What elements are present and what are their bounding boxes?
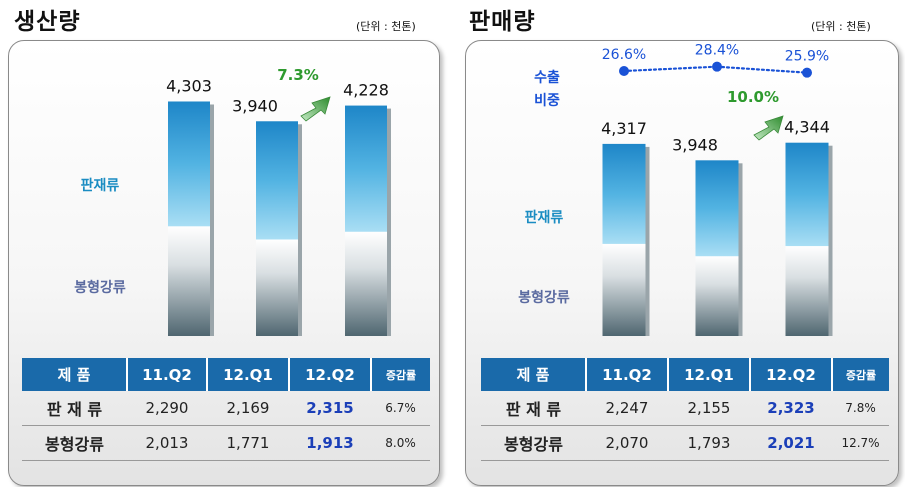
bar-shadow xyxy=(738,163,743,336)
export-share-line xyxy=(622,65,719,73)
table-header-row: 제 품 11.Q2 12.Q1 12.Q2 증감률 xyxy=(481,358,889,391)
production-panel: 생산량 (단위 : 천톤) 판재류 봉형강류 4,303 3,940 4,228 7… xyxy=(0,0,450,487)
bar-segment-bar-steel xyxy=(785,246,829,336)
cell-value: 2,290 xyxy=(127,391,207,426)
export-share-point xyxy=(712,61,722,72)
bar-total-label: 4,228 xyxy=(343,81,389,100)
bar-total-label: 3,940 xyxy=(232,96,278,115)
table-header-row: 제 품 11.Q2 12.Q1 12.Q2 증감률 xyxy=(22,358,430,391)
cell-value: 2,070 xyxy=(586,425,668,461)
header-col-2: 12.Q1 xyxy=(668,358,751,391)
bar-total-label: 4,317 xyxy=(601,119,647,138)
bar-segment-plate xyxy=(168,101,210,227)
bar-segment-plate xyxy=(345,105,387,232)
legend-plate-label: 판재류 xyxy=(81,178,120,194)
export-share-value: 26.6% xyxy=(602,47,646,63)
bar-segment-bar-steel xyxy=(256,239,298,336)
cell-value-highlight: 1,913 xyxy=(289,425,371,461)
cell-value: 2,155 xyxy=(668,391,750,426)
header-col-3: 12.Q2 xyxy=(289,358,372,391)
production-unit: (단위 : 천톤) xyxy=(356,20,416,33)
cell-change: 8.0% xyxy=(371,425,430,461)
bar-shadow xyxy=(645,146,650,336)
export-share-point xyxy=(802,67,812,78)
growth-label: 7.3% xyxy=(277,66,319,84)
production-chart: 판재류 봉형강류 4,303 3,940 4,228 7.3% xyxy=(74,66,391,337)
cell-value: 1,771 xyxy=(207,425,289,461)
cell-change: 12.7% xyxy=(832,425,889,461)
product-name: 봉형강류 xyxy=(22,425,127,461)
legend-bar-label: 봉형강류 xyxy=(518,289,570,306)
cell-value-highlight: 2,323 xyxy=(750,391,832,426)
sales-panel: 판매량 (단위 : 천톤) 수출 비중 판재류 봉형강류 26.6% 28.4% 2… xyxy=(455,0,905,487)
export-share-label: 비중 xyxy=(534,93,560,109)
product-name: 판 재 류 xyxy=(481,391,586,426)
header-col-3: 12.Q2 xyxy=(750,358,833,391)
header-col-2: 12.Q1 xyxy=(207,358,290,391)
production-title: 생산량 xyxy=(14,9,81,35)
sales-title: 판매량 xyxy=(469,9,536,35)
bar-shadow xyxy=(828,145,833,336)
export-share-line xyxy=(715,65,809,74)
bar-total-label: 3,948 xyxy=(672,135,718,154)
table-row: 판 재 류 2,247 2,155 2,323 7.8% xyxy=(481,391,889,426)
growth-arrow xyxy=(300,96,331,122)
table-row: 봉형강류 2,070 1,793 2,021 12.7% xyxy=(481,425,889,461)
production-table: 제 품 11.Q2 12.Q1 12.Q2 증감률 판 재 류 2,290 2,… xyxy=(22,358,430,461)
sales-unit: (단위 : 천톤) xyxy=(811,20,871,33)
header-col-1: 11.Q2 xyxy=(586,358,669,391)
cell-value: 1,793 xyxy=(668,425,750,461)
sales-chart: 수출 비중 판재류 봉형강류 26.6% 28.4% 25.9% 4,317 3,94… xyxy=(518,43,833,336)
export-share-value: 25.9% xyxy=(785,49,829,65)
legend-plate-label: 판재류 xyxy=(525,210,564,226)
bar-segment-bar-steel xyxy=(602,243,646,336)
header-product: 제 품 xyxy=(481,358,587,391)
export-share-point xyxy=(619,66,629,76)
table-row: 봉형강류 2,013 1,771 1,913 8.0% xyxy=(22,425,430,461)
growth-arrow xyxy=(753,115,784,141)
cell-value: 2,013 xyxy=(127,425,207,461)
bar-shadow xyxy=(387,108,391,336)
cell-change: 6.7% xyxy=(371,391,430,426)
bar-shadow xyxy=(298,124,302,337)
product-name: 판 재 류 xyxy=(22,391,127,426)
growth-label: 10.0% xyxy=(727,88,779,106)
bar-shadow xyxy=(210,104,214,336)
header-col-1: 11.Q2 xyxy=(127,358,208,391)
table-row: 판 재 류 2,290 2,169 2,315 6.7% xyxy=(22,391,430,426)
header-product: 제 품 xyxy=(22,358,128,391)
cell-value: 2,169 xyxy=(207,391,289,426)
cell-value-highlight: 2,315 xyxy=(289,391,371,426)
product-name: 봉형강류 xyxy=(481,425,586,461)
bar-segment-bar-steel xyxy=(168,226,210,336)
sales-table: 제 품 11.Q2 12.Q1 12.Q2 증감률 판 재 류 2,247 2,… xyxy=(481,358,889,461)
bar-total-label: 4,303 xyxy=(166,76,212,95)
bar-segment-bar-steel xyxy=(695,256,739,336)
export-share-label: 수출 xyxy=(534,69,560,86)
header-change: 증감률 xyxy=(832,358,889,391)
bar-total-label: 4,344 xyxy=(784,118,830,137)
cell-value: 2,247 xyxy=(586,391,668,426)
bar-segment-plate xyxy=(602,143,646,244)
bar-segment-plate xyxy=(256,121,298,240)
export-share-value: 28.4% xyxy=(695,43,739,59)
bar-segment-bar-steel xyxy=(345,231,387,336)
legend-bar-label: 봉형강류 xyxy=(74,279,126,296)
bar-segment-plate xyxy=(695,160,739,257)
cell-change: 7.8% xyxy=(832,391,889,426)
cell-value-highlight: 2,021 xyxy=(750,425,832,461)
header-change: 증감률 xyxy=(371,358,430,391)
bar-segment-plate xyxy=(785,142,829,247)
